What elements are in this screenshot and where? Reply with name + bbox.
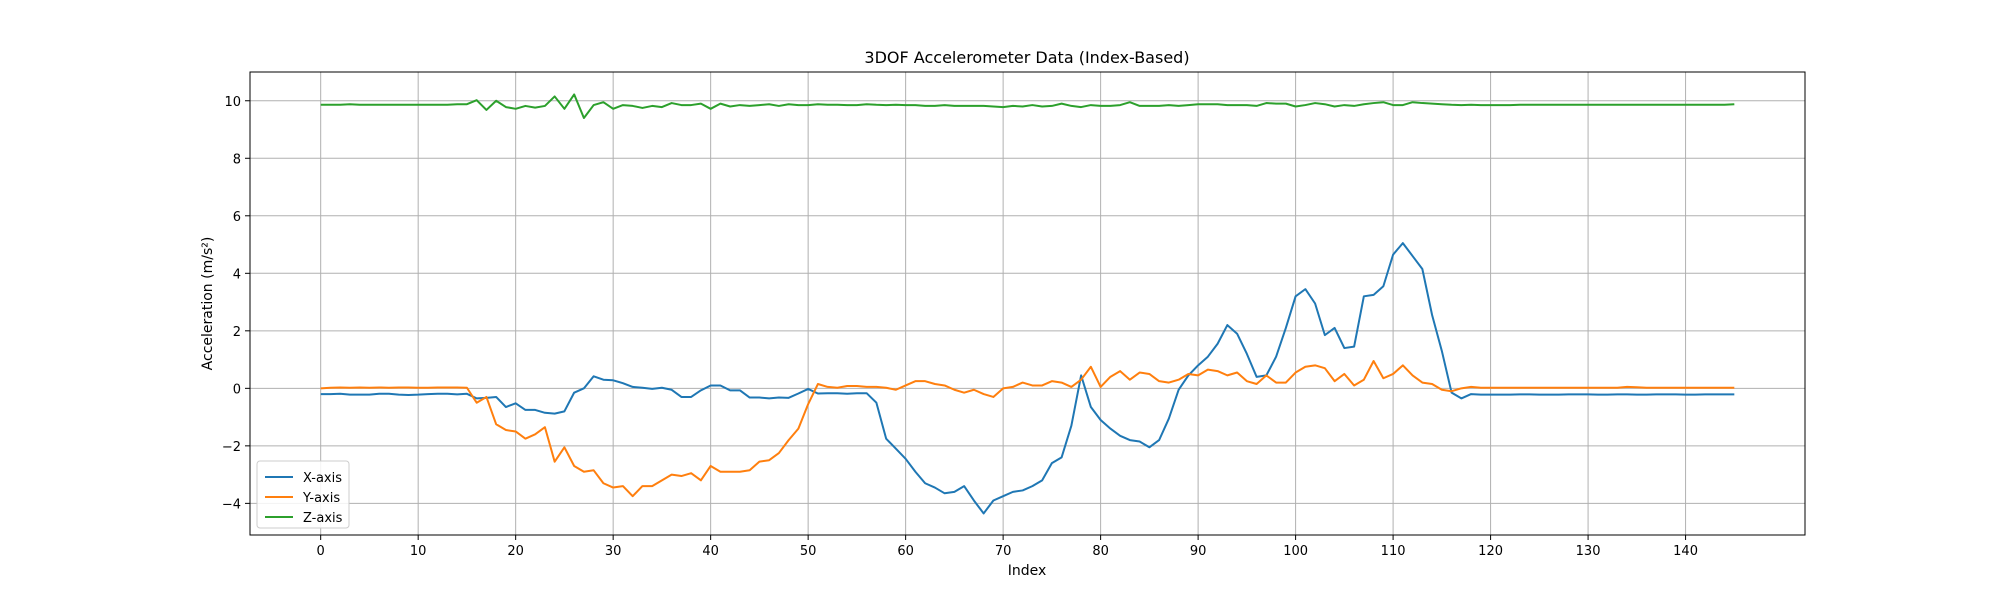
x-axis-label: Index: [1008, 563, 1047, 579]
x-tick-label: 20: [507, 544, 524, 559]
grid: [250, 72, 1805, 535]
x-tick-label: 40: [702, 544, 719, 559]
y-axis-label: Acceleration (m/s²): [200, 237, 216, 371]
x-tick-label: 120: [1478, 544, 1503, 559]
x-tick-label: 60: [897, 544, 914, 559]
x-tick-label: 30: [605, 544, 622, 559]
plot-area-frame: [249, 71, 1806, 536]
y-tick-label: −4: [222, 497, 241, 512]
chart-title: 3DOF Accelerometer Data (Index-Based): [864, 48, 1189, 67]
legend-label: Z-axis: [303, 511, 343, 526]
y-tick-label: 0: [233, 382, 241, 397]
x-tick-label: 90: [1190, 544, 1207, 559]
x-tick-label: 110: [1381, 544, 1406, 559]
series-line-z-axis: [320, 93, 1735, 120]
series-lines: [320, 93, 1735, 515]
y-tick-label: 10: [224, 95, 241, 110]
x-tick-label: 80: [1092, 544, 1109, 559]
x-tick-label: 140: [1673, 544, 1698, 559]
x-tick-label: 100: [1283, 544, 1308, 559]
y-tick-label: 2: [233, 325, 241, 340]
legend: X-axis Y-axis Z-axis: [256, 460, 350, 529]
legend-label: Y-axis: [302, 491, 340, 506]
x-tick-label: 10: [410, 544, 427, 559]
x-tick-label: 50: [800, 544, 817, 559]
x-tick-label: 0: [317, 544, 325, 559]
x-axis-ticks: 0 10 20 30 40 50 60 70 80 90 100 110 120 130 140: [317, 535, 1698, 559]
y-axis-ticks: −4 −2 0 2 4 6 8 10: [222, 95, 250, 512]
legend-items: X-axis Y-axis Z-axis: [265, 471, 343, 526]
y-tick-label: −2: [222, 440, 241, 455]
series-line-y-axis: [320, 360, 1735, 498]
legend-label: X-axis: [303, 471, 342, 486]
y-tick-label: 6: [233, 210, 241, 225]
y-tick-label: 8: [233, 152, 241, 167]
y-tick-label: 4: [233, 267, 241, 282]
series-line-x-axis: [320, 242, 1735, 515]
x-tick-label: 130: [1576, 544, 1601, 559]
x-tick-label: 70: [995, 544, 1012, 559]
